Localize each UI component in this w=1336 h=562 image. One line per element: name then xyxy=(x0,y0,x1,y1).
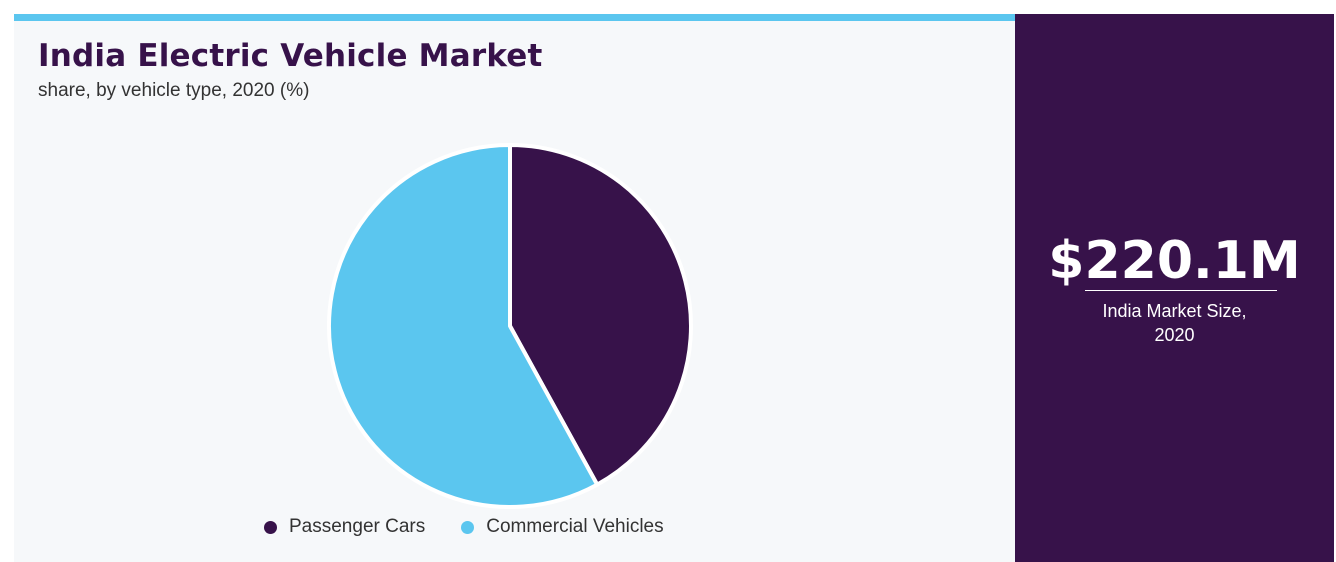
accent-top-bar xyxy=(14,14,1334,21)
legend-label-passenger-cars: Passenger Cars xyxy=(289,516,426,537)
legend-label-commercial-vehicles: Commercial Vehicles xyxy=(486,516,664,537)
pie-chart xyxy=(327,143,693,509)
market-size-caption: India Market Size, 2020 xyxy=(1015,299,1334,347)
market-size-caption-line2: 2020 xyxy=(1154,325,1195,345)
legend-swatch-passenger-cars xyxy=(264,520,277,534)
chart-legend: Passenger Cars Commercial Vehicles xyxy=(264,516,700,538)
chart-card: India Electric Vehicle Market share, by … xyxy=(14,14,1334,562)
pie-slice-passenger-cars xyxy=(508,143,693,487)
legend-swatch-commercial-vehicles xyxy=(461,520,475,534)
value-divider xyxy=(1085,290,1277,291)
pie-slice-commercial-vehicles xyxy=(327,143,600,509)
chart-title: India Electric Vehicle Market xyxy=(38,38,543,74)
market-size-panel: $220.1M India Market Size, 2020 xyxy=(1015,14,1334,562)
legend-item-commercial-vehicles: Commercial Vehicles xyxy=(461,516,664,538)
market-size-value: $220.1M xyxy=(1048,231,1301,291)
chart-subtitle: share, by vehicle type, 2020 (%) xyxy=(38,80,310,101)
legend-item-passenger-cars: Passenger Cars xyxy=(264,516,425,538)
market-size-caption-line1: India Market Size, xyxy=(1102,301,1247,321)
